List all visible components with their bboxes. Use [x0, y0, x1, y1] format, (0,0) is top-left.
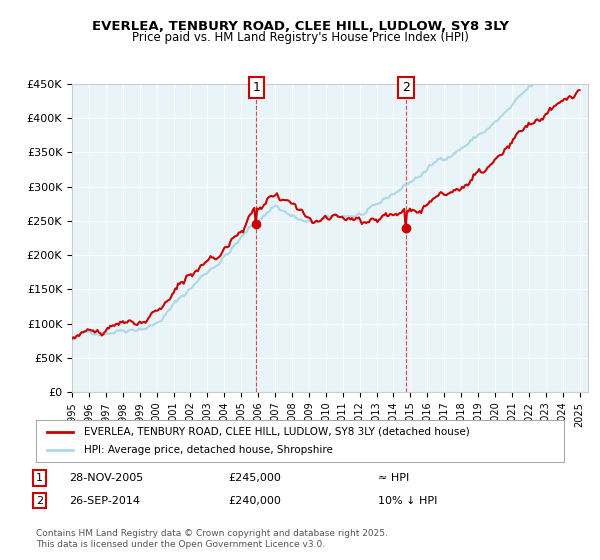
- Text: EVERLEA, TENBURY ROAD, CLEE HILL, LUDLOW, SY8 3LY: EVERLEA, TENBURY ROAD, CLEE HILL, LUDLOW…: [91, 20, 509, 32]
- Text: 1: 1: [253, 81, 260, 94]
- Text: 26-SEP-2014: 26-SEP-2014: [69, 496, 140, 506]
- Text: Price paid vs. HM Land Registry's House Price Index (HPI): Price paid vs. HM Land Registry's House …: [131, 31, 469, 44]
- Text: 28-NOV-2005: 28-NOV-2005: [69, 473, 143, 483]
- Text: EVERLEA, TENBURY ROAD, CLEE HILL, LUDLOW, SY8 3LY (detached house): EVERLEA, TENBURY ROAD, CLEE HILL, LUDLOW…: [83, 427, 469, 437]
- Text: 1: 1: [36, 473, 43, 483]
- Text: 2: 2: [36, 496, 43, 506]
- Text: ≈ HPI: ≈ HPI: [378, 473, 409, 483]
- Text: £245,000: £245,000: [228, 473, 281, 483]
- Text: HPI: Average price, detached house, Shropshire: HPI: Average price, detached house, Shro…: [83, 445, 332, 455]
- Text: 2: 2: [402, 81, 410, 94]
- Text: Contains HM Land Registry data © Crown copyright and database right 2025.
This d: Contains HM Land Registry data © Crown c…: [36, 529, 388, 549]
- Text: £240,000: £240,000: [228, 496, 281, 506]
- Text: 10% ↓ HPI: 10% ↓ HPI: [378, 496, 437, 506]
